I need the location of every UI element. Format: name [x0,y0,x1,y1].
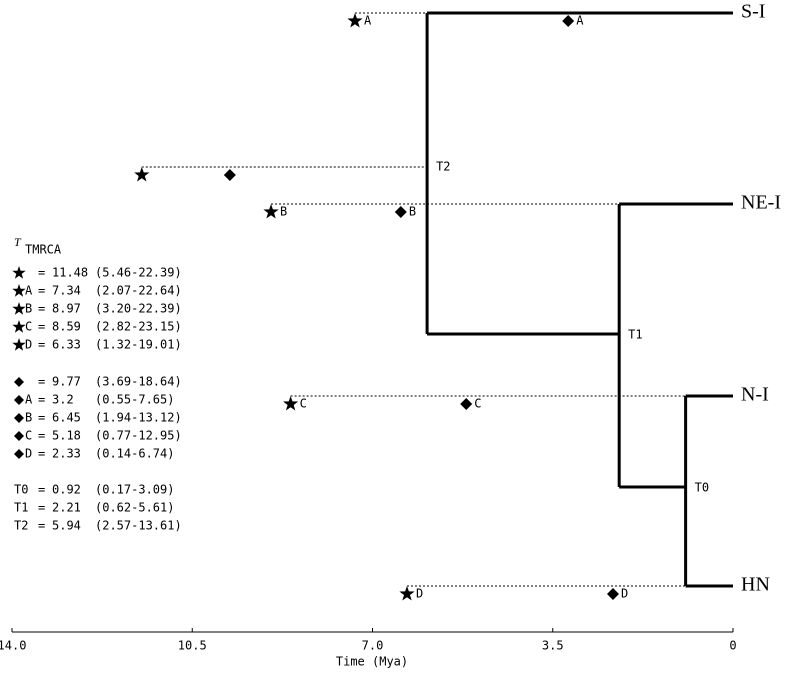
legend-equals: = [38,411,45,425]
leaf-label: S-I [741,1,765,23]
x-tick-label: 14.0 [0,639,26,653]
legend-equals: = [38,447,45,461]
x-tick-label: 7.0 [362,639,384,653]
marker-label: B [280,205,287,219]
legend-equals: = [38,284,45,298]
legend-interval: (0.17-3.09) [95,483,174,497]
legend-label: T1 [14,501,28,515]
legend-interval: (0.77-12.95) [95,429,182,443]
legend-title: T [14,235,22,249]
legend-equals: = [38,266,45,280]
legend-equals: = [38,519,45,533]
legend-interval: (3.69-18.64) [95,375,182,389]
legend-mean: 5.94 [52,519,81,533]
marker-label: B [409,205,416,219]
legend-mean: 8.59 [52,320,81,334]
legend-label: D [25,338,32,352]
node-label: T2 [436,160,450,174]
legend-equals: = [38,501,45,515]
marker-label: C [474,397,481,411]
legend-symbol [14,431,24,441]
legend-label: T0 [14,483,28,497]
legend-equals: = [38,338,45,352]
legend-equals: = [38,375,45,389]
legend-interval: (5.46-22.39) [95,266,182,280]
star-marker [283,396,299,411]
x-tick-label: 0 [729,639,736,653]
legend-interval: (0.62-5.61) [95,501,174,515]
legend-equals: = [38,302,45,316]
legend-label: A [25,393,33,407]
leaf-label: NE-I [741,192,781,214]
legend-mean: 0.92 [52,483,81,497]
marker-label: A [576,14,584,28]
diamond-marker [223,169,236,181]
legend-interval: (3.20-22.39) [95,302,182,316]
legend-interval: (0.55-7.65) [95,393,174,407]
legend-equals: = [38,320,45,334]
legend-interval: (0.14-6.74) [95,447,174,461]
star-marker [399,586,415,601]
diamond-marker [460,398,473,410]
legend-interval: (2.82-23.15) [95,320,182,334]
legend-interval: (2.57-13.61) [95,519,182,533]
legend-mean: 2.33 [52,447,81,461]
legend-symbol [14,413,24,423]
legend-interval: (1.94-13.12) [95,411,182,425]
legend-label: B [25,302,32,316]
legend-mean: 3.2 [52,393,74,407]
legend-symbol [14,395,24,405]
marker-label: C [300,397,307,411]
legend-symbol [12,266,26,279]
legend-symbol [12,338,26,351]
legend-mean: 6.33 [52,338,81,352]
diamond-marker [394,206,407,218]
marker-label: D [416,587,423,601]
x-tick-label: 10.5 [178,639,207,653]
marker-label: D [621,587,628,601]
legend-label: D [25,447,32,461]
legend-subscript: TMRCA [25,243,62,257]
legend-equals: = [38,483,45,497]
legend-mean: 11.48 [52,266,88,280]
legend-label: C [25,429,32,443]
diamond-marker [607,588,620,600]
legend-mean: 2.21 [52,501,81,515]
legend-mean: 8.97 [52,302,81,316]
node-label: T1 [628,328,642,342]
legend-symbol [12,284,26,297]
legend-symbol [12,320,26,333]
legend-interval: (1.32-19.01) [95,338,182,352]
x-axis-label: Time (Mya) [336,655,408,669]
x-tick-label: 3.5 [542,639,564,653]
legend-label: T2 [14,519,28,533]
diamond-marker [562,15,575,27]
legend-mean: 7.34 [52,284,81,298]
legend-symbol [12,302,26,315]
legend-mean: 5.18 [52,429,81,443]
marker-label: A [364,14,372,28]
legend-label: A [25,284,33,298]
node-label: T0 [695,481,709,495]
legend-label: C [25,320,32,334]
legend-interval: (2.07-22.64) [95,284,182,298]
legend-mean: 9.77 [52,375,81,389]
legend-equals: = [38,393,45,407]
legend-mean: 6.45 [52,411,81,425]
legend-symbol [14,449,24,459]
leaf-label: N-I [741,384,769,406]
legend-label: B [25,411,32,425]
leaf-label: HN [741,574,770,596]
star-marker [134,167,150,182]
legend-symbol [14,377,24,387]
star-marker [347,13,363,28]
legend-equals: = [38,429,45,443]
star-marker [263,204,279,219]
